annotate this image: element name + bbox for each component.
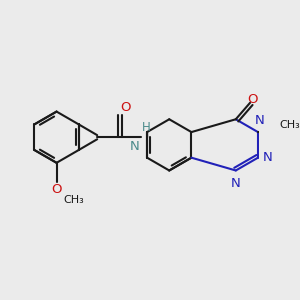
Text: O: O (247, 93, 258, 106)
Text: O: O (120, 101, 130, 114)
Text: N: N (262, 151, 272, 164)
Text: CH₃: CH₃ (279, 120, 300, 130)
Text: N: N (254, 115, 264, 128)
Text: CH₃: CH₃ (64, 195, 85, 205)
Text: O: O (51, 183, 62, 196)
Text: H: H (142, 121, 151, 134)
Text: N: N (130, 140, 140, 153)
Text: N: N (231, 177, 241, 190)
